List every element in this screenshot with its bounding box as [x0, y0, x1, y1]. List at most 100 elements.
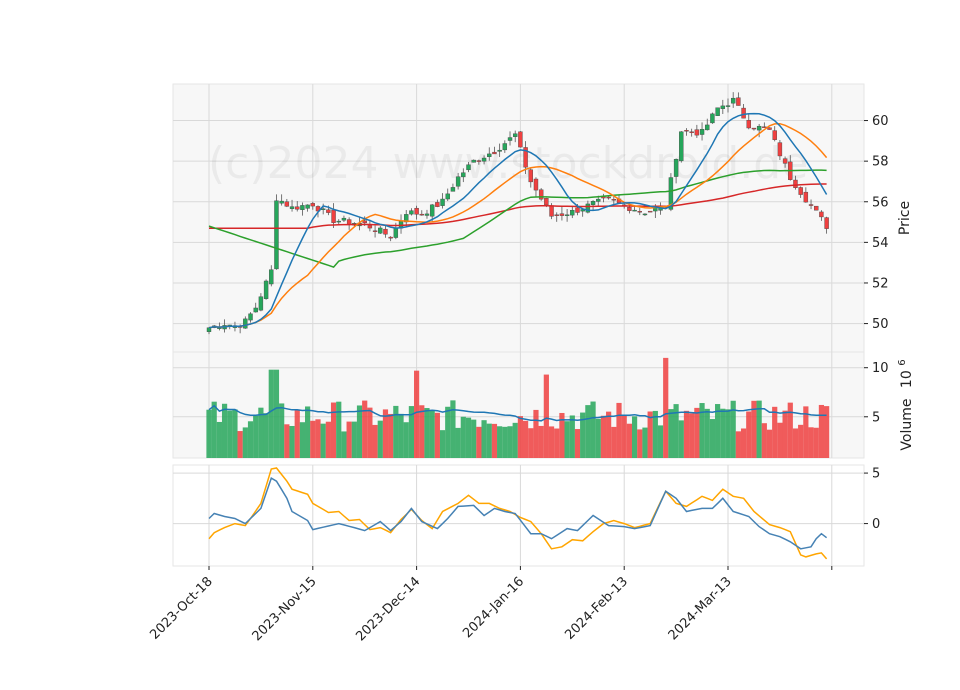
volume-bar — [585, 405, 591, 458]
candle-body — [362, 220, 367, 224]
volume-bar — [699, 403, 705, 458]
candle-body — [507, 137, 513, 141]
candle-body — [243, 318, 248, 329]
date-tick-label: 2023-Nov-15 — [250, 574, 320, 644]
volume-bar — [206, 409, 212, 458]
volume-bar — [673, 404, 679, 458]
candle-body — [673, 159, 679, 177]
volume-bar — [372, 424, 378, 458]
volume-bar — [554, 428, 560, 458]
candle-body — [694, 129, 700, 136]
volume-bar — [237, 431, 243, 458]
volume-bar — [455, 427, 461, 458]
volume-bar — [471, 419, 477, 458]
volume-bar — [606, 411, 612, 458]
candle-body — [450, 187, 456, 192]
volume-bar — [798, 424, 804, 458]
volume-bar — [310, 420, 316, 458]
candle-body — [455, 176, 461, 187]
candle-body — [248, 313, 253, 321]
volume-bar — [740, 428, 747, 458]
candle-body — [564, 214, 570, 216]
candle-body — [606, 196, 611, 199]
indicator-tick-label: 5 — [872, 467, 880, 482]
volume-bar — [336, 401, 342, 458]
candle-body — [544, 198, 549, 206]
candle-body — [497, 149, 502, 152]
candle-body — [705, 124, 710, 131]
volume-bar — [595, 418, 601, 458]
volume-bar — [382, 409, 389, 458]
volume-bar — [398, 413, 404, 458]
candle-body — [476, 160, 482, 162]
volume-bar — [227, 410, 233, 458]
candle-body — [777, 142, 783, 157]
volume-bar — [512, 422, 518, 458]
candle-body — [596, 198, 601, 202]
candle-body — [253, 307, 258, 313]
volume-bar — [678, 420, 684, 458]
volume-bar — [652, 410, 658, 458]
volume-bar — [689, 413, 695, 458]
volume-bar — [414, 370, 420, 458]
volume-bar — [356, 405, 363, 458]
volume-bar — [792, 428, 799, 458]
candle-body — [440, 198, 445, 206]
volume-bar — [419, 405, 425, 458]
price-axis-label: Price — [897, 201, 913, 235]
volume-bar — [730, 400, 736, 458]
candle-body — [367, 225, 373, 229]
volume-bar — [522, 420, 529, 458]
candle-body — [782, 158, 788, 164]
volume-bar — [761, 423, 767, 458]
volume-bar — [263, 413, 269, 458]
date-tick-label: 2024-Jan-16 — [460, 574, 527, 641]
candle-body — [279, 200, 284, 204]
volume-bar — [813, 427, 819, 458]
volume-bar — [362, 400, 368, 458]
candle-body — [647, 210, 653, 213]
volume-bar — [450, 400, 456, 458]
volume-bar — [621, 414, 627, 458]
candle-body — [793, 179, 798, 188]
volume-bar — [611, 426, 617, 458]
candle-body — [336, 220, 341, 223]
candle-body — [523, 147, 528, 168]
volume-bar — [574, 429, 581, 458]
candle-body — [819, 211, 824, 218]
volume-bar — [735, 431, 741, 458]
volume-bar — [367, 407, 373, 458]
candle-body — [715, 107, 720, 116]
price-tick-label: 50 — [872, 317, 889, 332]
volume-bar — [548, 426, 555, 458]
volume-bar — [683, 410, 690, 458]
volume-bar — [704, 408, 710, 458]
candle-body — [590, 201, 596, 205]
candle-body — [258, 296, 264, 311]
volume-bar — [476, 426, 482, 458]
price-tick-label: 52 — [872, 276, 889, 291]
candle-body — [409, 210, 414, 215]
candle-body — [767, 127, 772, 130]
candle-body — [684, 130, 689, 132]
volume-bar — [772, 406, 778, 458]
candle-body — [341, 217, 347, 221]
volume-bar — [824, 406, 830, 458]
candle-body — [736, 97, 741, 106]
candle-body — [679, 131, 684, 162]
volume-bar — [777, 422, 783, 458]
volume-bar — [393, 405, 399, 458]
candle-body — [518, 131, 523, 148]
volume-bar — [715, 404, 721, 458]
candle-body — [559, 213, 565, 216]
volume-axis-label-main: Volume — [899, 399, 915, 451]
candle-body — [611, 199, 617, 201]
volume-bar — [341, 431, 347, 458]
volume-bar — [242, 427, 248, 458]
volume-bar — [408, 406, 415, 458]
volume-bar — [533, 409, 539, 458]
moving-average-mid — [208, 122, 828, 329]
volume-bar — [289, 425, 295, 458]
candle-body — [481, 157, 487, 162]
volume-moving-average — [208, 404, 827, 422]
